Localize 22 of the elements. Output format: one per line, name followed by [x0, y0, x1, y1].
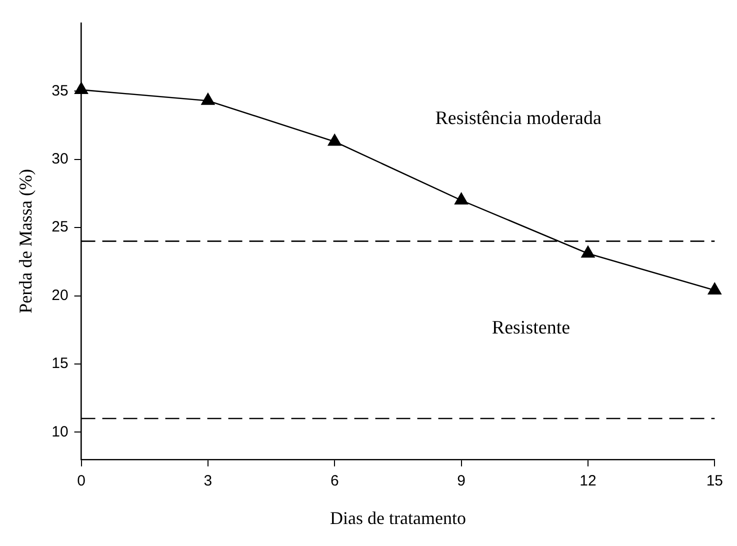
x-axis-title: Dias de tratamento [330, 508, 466, 528]
point [74, 82, 88, 94]
y-tick-label: 30 [52, 150, 68, 168]
y-tick-label: 20 [52, 286, 68, 304]
y-tick-label: 35 [52, 82, 68, 100]
point [454, 192, 468, 204]
annotation: Resistente [492, 317, 570, 338]
y-tick-label: 15 [52, 355, 68, 372]
x-tick-label: 12 [580, 472, 596, 490]
x-tick-label: 3 [204, 472, 212, 490]
x-tick-label: 15 [706, 472, 723, 490]
y-axis-title: Perda de Massa (%) [16, 168, 36, 314]
point [328, 134, 342, 146]
annotation: Resistência moderada [435, 108, 602, 129]
point [708, 282, 722, 294]
point [201, 93, 215, 105]
x-tick-label: 6 [330, 472, 339, 490]
y-tick-label: 10 [52, 423, 68, 440]
point [581, 246, 595, 258]
x-tick-label: 0 [77, 472, 86, 490]
x-tick-label: 9 [457, 472, 466, 490]
y-tick-label: 25 [52, 218, 68, 236]
